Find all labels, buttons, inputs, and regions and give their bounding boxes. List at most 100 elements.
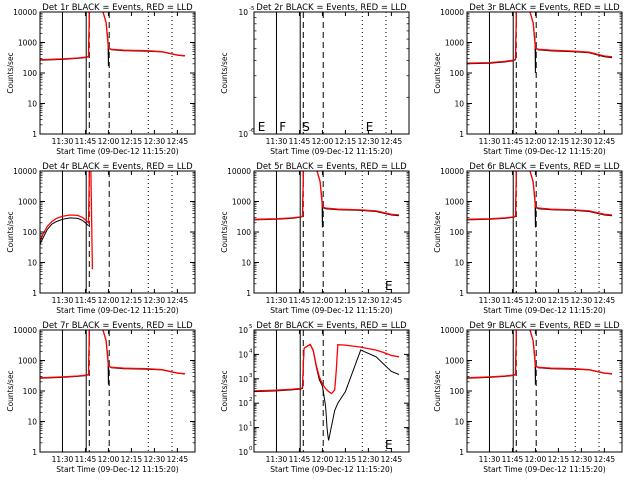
y-tick-exponent: 1 xyxy=(249,422,253,428)
y-tick-exponent: 5 xyxy=(249,324,253,330)
y-tick-exponent: -6 xyxy=(249,128,255,134)
y-tick-label: 100 xyxy=(450,69,465,78)
y-tick-label: 1 xyxy=(246,289,251,298)
marker-letter: E xyxy=(385,279,393,293)
x-tick-label: 12:15 xyxy=(548,296,570,305)
marker-letter: E xyxy=(366,120,374,134)
y-tick-label: 1 xyxy=(459,130,464,139)
x-tick-label: 11:45 xyxy=(289,455,311,464)
x-tick-label: 12:45 xyxy=(381,455,403,464)
plot-frame xyxy=(253,11,410,135)
series-group xyxy=(467,12,613,74)
x-tick-label: 11:30 xyxy=(52,137,74,146)
y-tick-label: 1000 xyxy=(232,198,251,207)
y-tick-label: 10000 xyxy=(440,326,464,335)
y-axis-label: Counts/sec xyxy=(6,52,15,93)
y-tick-label: 10 xyxy=(241,259,251,268)
y-tick-label: 10 xyxy=(238,326,248,335)
marker-lines xyxy=(275,171,387,293)
x-tick-label: 12:15 xyxy=(335,137,357,146)
series-line-lld xyxy=(40,171,94,270)
y-tick-exponent: 2 xyxy=(249,397,253,403)
series-group xyxy=(467,330,613,385)
marker-letter: E xyxy=(258,120,266,134)
y-tick-label: 1 xyxy=(32,130,37,139)
series-line-lld xyxy=(467,12,613,64)
y-tick-label: 10 xyxy=(238,350,248,359)
y-axis-label: Counts/sec xyxy=(433,52,442,93)
series-line-lld xyxy=(254,171,400,220)
panel-title: Det 2r BLACK = Events, RED = LLD xyxy=(256,3,407,13)
x-tick-label: 12:00 xyxy=(98,137,120,146)
y-tick-label: 100 xyxy=(23,387,38,396)
y-tick-label: 1000 xyxy=(445,39,464,48)
y-tick-label: 100 xyxy=(450,387,465,396)
series-line-lld xyxy=(40,330,186,379)
x-tick-label: 11:45 xyxy=(75,455,97,464)
y-tick-label: 1 xyxy=(459,289,464,298)
y-tick-label: 1000 xyxy=(18,357,37,366)
marker-letter: S xyxy=(302,120,310,134)
series-line-lld xyxy=(467,171,613,220)
series-group xyxy=(254,171,400,228)
x-tick-label: 12:00 xyxy=(312,296,334,305)
panel-det-4: 11:30 11:45 12:00 12:15 12:30 12:45 1 10 100 1000… xyxy=(6,162,196,315)
plot-frame xyxy=(253,329,410,453)
x-tick-label: 12:15 xyxy=(548,455,570,464)
panel-title: Det 4r BLACK = Events, RED = LLD xyxy=(42,162,193,172)
x-tick-label: 12:15 xyxy=(121,296,143,305)
x-axis-label: Start Time (09-Dec-12 11:15:20) xyxy=(270,465,392,474)
y-tick-label: 10000 xyxy=(13,326,37,335)
panel-det-6: 11:30 11:45 12:00 12:15 12:30 12:45 1 10 100 1000… xyxy=(433,162,623,315)
x-tick-label: 11:45 xyxy=(75,137,97,146)
series-line-lld xyxy=(40,12,186,61)
y-tick-label: 10 xyxy=(27,100,37,109)
x-tick-label: 12:15 xyxy=(121,137,143,146)
marker-lines xyxy=(61,330,173,452)
x-tick-label: 11:30 xyxy=(266,296,288,305)
y-tick-exponent: 4 xyxy=(249,348,253,354)
x-tick-label: 12:15 xyxy=(335,455,357,464)
series-line-lld xyxy=(254,343,400,395)
x-axis-label: Start Time (09-Dec-12 11:15:20) xyxy=(56,147,178,156)
panel-title: Det 3r BLACK = Events, RED = LLD xyxy=(469,3,620,13)
y-axis-label: Counts/sec xyxy=(433,211,442,252)
x-axis-label: Start Time (09-Dec-12 11:15:20) xyxy=(56,306,178,315)
x-tick-label: 11:30 xyxy=(266,137,288,146)
x-tick-label: 12:45 xyxy=(594,296,616,305)
y-tick-exponent: 3 xyxy=(249,373,253,379)
panel-title: Det 5r BLACK = Events, RED = LLD xyxy=(256,162,407,172)
y-tick-label: 10000 xyxy=(227,167,251,176)
marker-lines xyxy=(61,12,173,134)
x-tick-label: 12:45 xyxy=(381,137,403,146)
marker-lines xyxy=(488,330,600,452)
x-tick-label: 11:30 xyxy=(52,455,74,464)
y-tick-label: 10000 xyxy=(440,8,464,17)
x-tick-label: 11:45 xyxy=(502,137,524,146)
panel-det-9: 11:30 11:45 12:00 12:15 12:30 12:45 1 10 100 1000… xyxy=(433,321,623,474)
series-group xyxy=(254,343,400,441)
y-tick-label: 10 xyxy=(238,448,248,457)
x-tick-label: 12:15 xyxy=(121,455,143,464)
panel-title: Det 7r BLACK = Events, RED = LLD xyxy=(42,321,193,331)
y-tick-label: 10000 xyxy=(13,167,37,176)
panel-title: Det 8r BLACK = Events, RED = LLD xyxy=(256,321,407,331)
x-tick-label: 12:00 xyxy=(98,455,120,464)
marker-lines xyxy=(488,171,600,293)
x-axis-label: Start Time (09-Dec-12 11:15:20) xyxy=(483,306,605,315)
y-tick-label: 1 xyxy=(32,448,37,457)
x-tick-label: 12:30 xyxy=(358,455,380,464)
x-tick-label: 11:45 xyxy=(502,296,524,305)
y-axis-label: Counts/sec xyxy=(220,52,229,93)
panel-title: Det 6r BLACK = Events, RED = LLD xyxy=(469,162,620,172)
y-tick-label: 100 xyxy=(23,69,38,78)
y-tick-label: 10 xyxy=(238,130,248,139)
marker-letter: F xyxy=(279,120,286,134)
marker-letter: E xyxy=(385,438,393,452)
series-group xyxy=(467,171,613,228)
series-line-events xyxy=(467,330,613,385)
x-tick-label: 12:00 xyxy=(312,455,334,464)
